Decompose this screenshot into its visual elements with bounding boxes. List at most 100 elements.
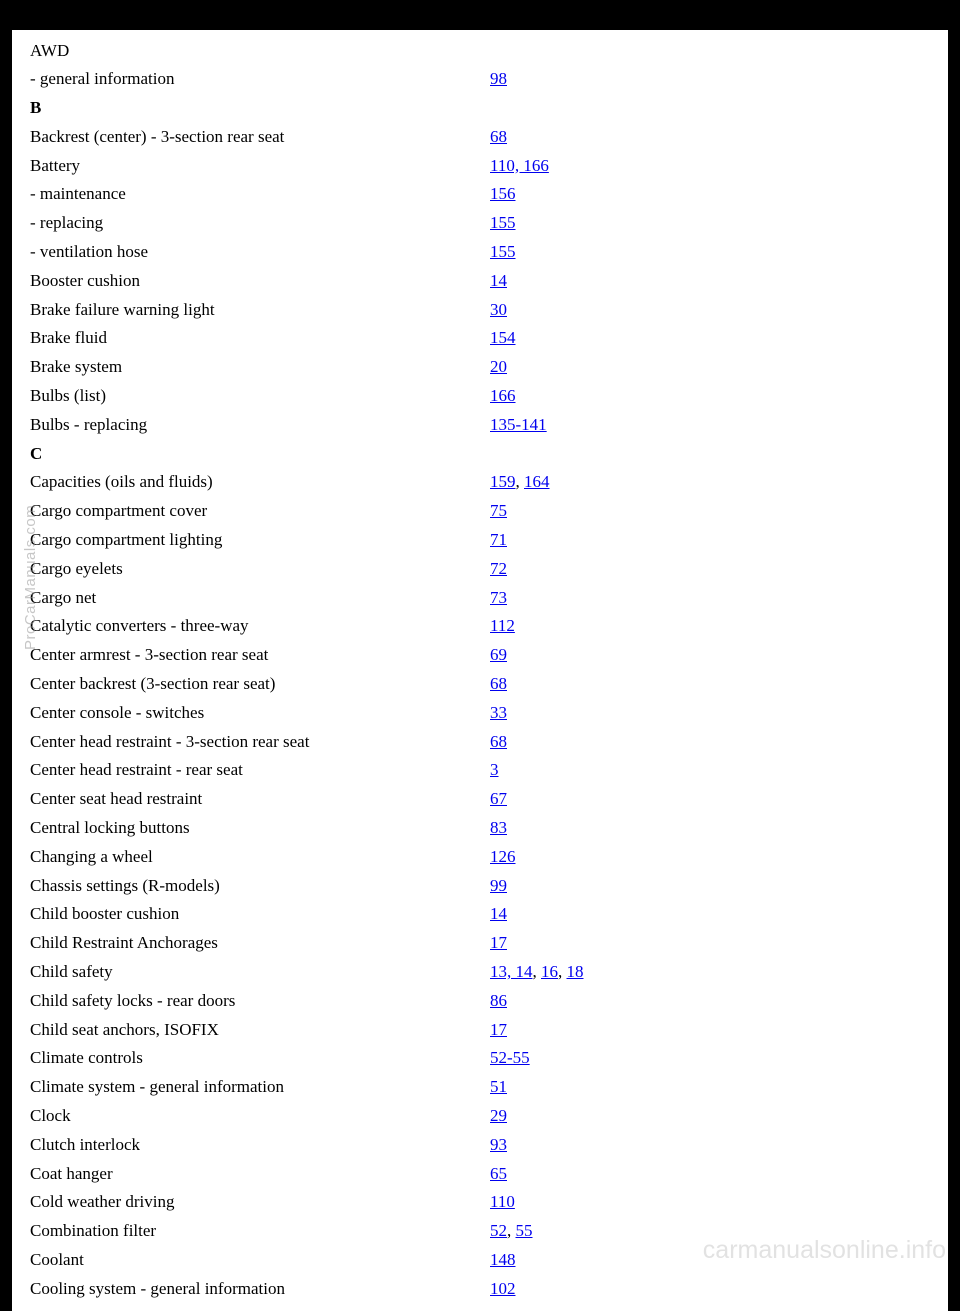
page-link[interactable]: 155 — [490, 213, 516, 232]
index-pages: 14 — [490, 902, 507, 926]
page-link[interactable]: 68 — [490, 732, 507, 751]
index-pages: 17 — [490, 931, 507, 955]
page-link[interactable]: 159 — [490, 472, 516, 491]
page-link[interactable]: 14 — [490, 271, 507, 290]
page-link[interactable]: 75 — [490, 501, 507, 520]
index-row: Child safety13, 14, 16, 18 — [12, 958, 948, 987]
index-pages: 93 — [490, 1133, 507, 1157]
page-link[interactable]: 93 — [490, 1135, 507, 1154]
page-link[interactable]: 65 — [490, 1164, 507, 1183]
page-link[interactable]: 110 — [490, 1192, 515, 1211]
page-link[interactable]: 67 — [490, 789, 507, 808]
page-link[interactable]: 68 — [490, 674, 507, 693]
page-link[interactable]: 148 — [490, 1250, 516, 1269]
index-row: Child seat anchors, ISOFIX17 — [12, 1015, 948, 1044]
page-link[interactable]: 112 — [490, 616, 515, 635]
index-term: Backrest (center) - 3-section rear seat — [30, 125, 490, 149]
page-link[interactable]: 73 — [490, 588, 507, 607]
index-term: Central locking buttons — [30, 816, 490, 840]
page-link[interactable]: 51 — [490, 1077, 507, 1096]
page-link[interactable]: 156 — [490, 184, 516, 203]
page-link[interactable]: 17 — [490, 1020, 507, 1039]
index-pages: 29 — [490, 1104, 507, 1128]
index-pages: 3 — [490, 758, 499, 782]
page-link[interactable]: 17 — [490, 933, 507, 952]
index-pages: 159, 164 — [490, 470, 550, 494]
page-link[interactable]: 164 — [524, 472, 550, 491]
page-link[interactable]: 154 — [490, 328, 516, 347]
page-container: AWD- general information98BBackrest (cen… — [0, 30, 960, 1272]
index-row: Cargo compartment lighting71 — [12, 526, 948, 555]
page-link[interactable]: 18 — [567, 962, 584, 981]
page-link[interactable]: 3 — [490, 760, 499, 779]
index-term: Center console - switches — [30, 701, 490, 725]
page-link[interactable]: 102 — [490, 1279, 516, 1298]
index-pages: 98 — [490, 67, 507, 91]
page-link[interactable]: 55 — [516, 1221, 533, 1240]
index-row: - replacing155 — [12, 209, 948, 238]
index-row: Center head restraint - rear seat3 — [12, 756, 948, 785]
page-link[interactable]: 33 — [490, 703, 507, 722]
index-term: Coolant — [30, 1248, 490, 1272]
page-link[interactable]: 14 — [490, 904, 507, 923]
page-link[interactable]: 29 — [490, 1106, 507, 1125]
index-row: Center armrest - 3-section rear seat69 — [12, 641, 948, 670]
index-term: - ventilation hose — [30, 240, 490, 264]
page-link[interactable]: 52-55 — [490, 1048, 530, 1067]
page-link[interactable]: 69 — [490, 645, 507, 664]
index-pages: 30 — [490, 298, 507, 322]
index-term: Bulbs - replacing — [30, 413, 490, 437]
page-link[interactable]: 155 — [490, 242, 516, 261]
index-term: Cooling system - general information — [30, 1277, 490, 1301]
page-link[interactable]: 99 — [490, 876, 507, 895]
page-link[interactable]: 166 — [490, 386, 516, 405]
index-pages: 156 — [490, 182, 516, 206]
page-link[interactable]: 20 — [490, 357, 507, 376]
index-term: Child safety locks - rear doors — [30, 989, 490, 1013]
index-term: - general information — [30, 67, 490, 91]
page-link[interactable]: 71 — [490, 530, 507, 549]
index-row: Center console - switches33 — [12, 698, 948, 727]
page-link[interactable]: 110, 166 — [490, 156, 549, 175]
index-row: Cooling system - general information102 — [12, 1274, 948, 1303]
page-link[interactable]: 126 — [490, 847, 516, 866]
page-link[interactable]: 83 — [490, 818, 507, 837]
index-pages: 155 — [490, 240, 516, 264]
page-link[interactable]: 86 — [490, 991, 507, 1010]
index-pages: 51 — [490, 1075, 507, 1099]
page-link[interactable]: 16 — [541, 962, 558, 981]
index-row: Changing a wheel126 — [12, 842, 948, 871]
index-row: Climate controls52-55 — [12, 1044, 948, 1073]
index-term: Center backrest (3-section rear seat) — [30, 672, 490, 696]
index-row: Child booster cushion14 — [12, 900, 948, 929]
index-term: Center head restraint - rear seat — [30, 758, 490, 782]
index-row: Brake system20 — [12, 353, 948, 382]
index-row: Bulbs - replacing135-141 — [12, 410, 948, 439]
page-separator: , — [558, 962, 567, 981]
index-row: Chassis settings (R-models)99 — [12, 871, 948, 900]
index-row: Capacities (oils and fluids)159, 164 — [12, 468, 948, 497]
index-term: Catalytic converters - three-way — [30, 614, 490, 638]
index-term: Clutch interlock — [30, 1133, 490, 1157]
page-link[interactable]: 30 — [490, 300, 507, 319]
index-row: Climate system - general information51 — [12, 1073, 948, 1102]
index-term: Clock — [30, 1104, 490, 1128]
index-term: Child safety — [30, 960, 490, 984]
index-term: - maintenance — [30, 182, 490, 206]
index-pages: 13, 14, 16, 18 — [490, 960, 584, 984]
index-term: Cargo compartment cover — [30, 499, 490, 523]
page-link[interactable]: 52 — [490, 1221, 507, 1240]
page-link[interactable]: 72 — [490, 559, 507, 578]
page-link[interactable]: 98 — [490, 69, 507, 88]
page-link[interactable]: 13, 14 — [490, 962, 533, 981]
index-pages: 112 — [490, 614, 515, 638]
bottom-watermark: carmanualsonline.info — [703, 1236, 946, 1265]
page-link[interactable]: 135-141 — [490, 415, 547, 434]
index-pages: 148 — [490, 1248, 516, 1272]
page-link[interactable]: 68 — [490, 127, 507, 146]
page-separator: , — [507, 1221, 516, 1240]
index-pages: 65 — [490, 1162, 507, 1186]
index-row: Coat hanger65 — [12, 1159, 948, 1188]
index-term: AWD — [30, 39, 490, 63]
index-term: Capacities (oils and fluids) — [30, 470, 490, 494]
